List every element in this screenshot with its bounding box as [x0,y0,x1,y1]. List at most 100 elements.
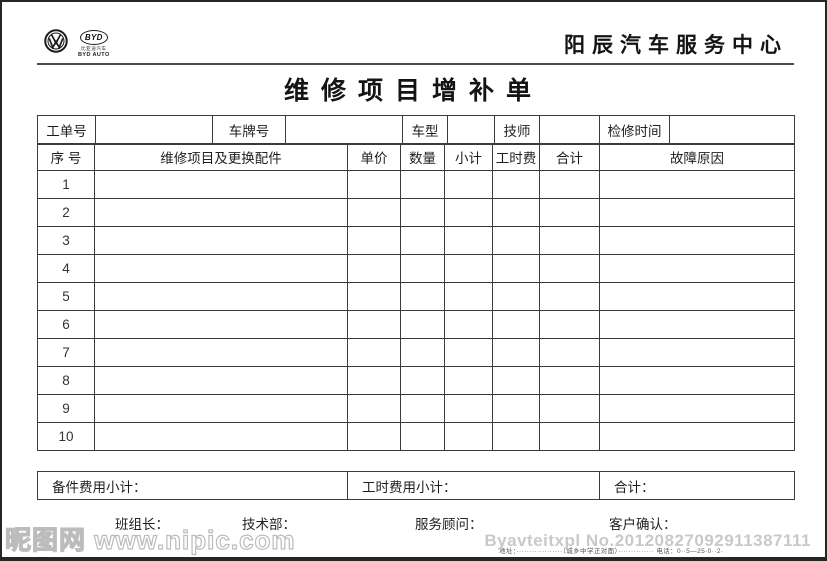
total-cell [539,393,600,423]
qty-cell [400,421,445,451]
subtotal-cell [444,281,493,311]
fault-cell [599,169,795,199]
labor-cell [492,253,540,283]
labor-cell [492,169,540,199]
byd-badge-icon: BYD [79,30,108,45]
price-cell [347,421,401,451]
price-cell [347,225,401,255]
labor-subtotal-label: 工时费用小计： [347,471,600,500]
item-row: 3 [37,225,795,255]
row-number: 6 [37,309,95,339]
subtotal-cell [444,421,493,451]
row-number: 1 [37,169,95,199]
col-serial: 序 号 [37,143,95,171]
row-number: 5 [37,281,95,311]
col-total: 合计 [539,143,600,171]
nipic-site-url: www.nipic.com [86,524,296,555]
byd-logo: BYD 比亚迪汽车 BYD AUTO [78,30,110,58]
qty-cell [400,309,445,339]
col-qty: 数量 [400,143,445,171]
labor-cell [492,281,540,311]
subtotal-cell [444,337,493,367]
qty-cell [400,197,445,227]
price-cell [347,281,401,311]
col-subtotal: 小计 [444,143,493,171]
fault-cell [599,197,795,227]
byd-english-label: BYD AUTO [78,51,110,58]
model-label: 车型 [402,115,448,144]
subtotal-cell [444,253,493,283]
totals-table: 备件费用小计： 工时费用小计： 合计： [37,471,795,500]
fault-cell [599,337,795,367]
fault-cell [599,281,795,311]
info-table: 工单号 车牌号 车型 技师 检修时间 [37,115,795,144]
labor-cell [492,337,540,367]
item-cell [94,393,348,423]
qty-cell [400,365,445,395]
row-number: 3 [37,225,95,255]
brand-logos: BYD 比亚迪汽车 BYD AUTO [44,29,110,58]
col-labor: 工时费 [492,143,540,171]
item-row: 8 [37,365,795,395]
total-cell [539,309,600,339]
item-row: 2 [37,197,795,227]
row-number: 2 [37,197,95,227]
subtotal-cell [444,225,493,255]
row-number: 9 [37,393,95,423]
fault-cell [599,421,795,451]
form-title: 维修项目增补单 [283,77,543,105]
item-cell [94,281,348,311]
labor-cell [492,225,540,255]
price-cell [347,309,401,339]
item-row: 7 [37,337,795,367]
col-item: 维修项目及更换配件 [94,143,348,171]
item-row: 10 [37,421,795,451]
technician-label: 技师 [494,115,540,144]
technician-value-cell [539,115,600,144]
qty-cell [400,281,445,311]
items-table: 序 号 维修项目及更换配件 单价 数量 小计 工时费 合计 故障原因 1 2 3… [37,143,795,451]
col-unit-price: 单价 [347,143,401,171]
price-cell [347,337,401,367]
row-number: 8 [37,365,95,395]
byd-chinese-label: 比亚迪汽车 [81,46,107,51]
model-value-cell [447,115,495,144]
item-row: 5 [37,281,795,311]
labor-cell [492,197,540,227]
price-cell [347,393,401,423]
item-row: 6 [37,309,795,339]
address-line: 地址：··················（城乡中学正对面）··········… [499,548,724,555]
item-cell [94,169,348,199]
item-cell [94,421,348,451]
parts-subtotal-label: 备件费用小计： [37,471,348,500]
signature-row: 班组长： 技术部： 服务顾问： 客户确认： [2,513,825,533]
labor-cell [492,365,540,395]
item-cell [94,253,348,283]
total-cell [539,421,600,451]
item-cell [94,365,348,395]
item-row: 1 [37,169,795,199]
vw-logo-icon [44,29,68,53]
total-cell [539,365,600,395]
total-cell [539,253,600,283]
item-cell [94,337,348,367]
labor-cell [492,421,540,451]
header-divider [37,63,794,65]
labor-cell [492,309,540,339]
col-fault: 故障原因 [599,143,795,171]
subtotal-cell [444,169,493,199]
item-row: 4 [37,253,795,283]
total-cell [539,169,600,199]
plate-label: 车牌号 [212,115,286,144]
nipic-site-name: 昵图网 [4,524,87,555]
labor-cell [492,393,540,423]
fault-cell [599,309,795,339]
price-cell [347,365,401,395]
item-cell [94,309,348,339]
grand-total-label: 合计： [599,471,795,500]
info-row: 工单号 车牌号 车型 技师 检修时间 [37,115,795,144]
fault-cell [599,253,795,283]
work-order-value-cell [95,115,213,144]
total-cell [539,197,600,227]
